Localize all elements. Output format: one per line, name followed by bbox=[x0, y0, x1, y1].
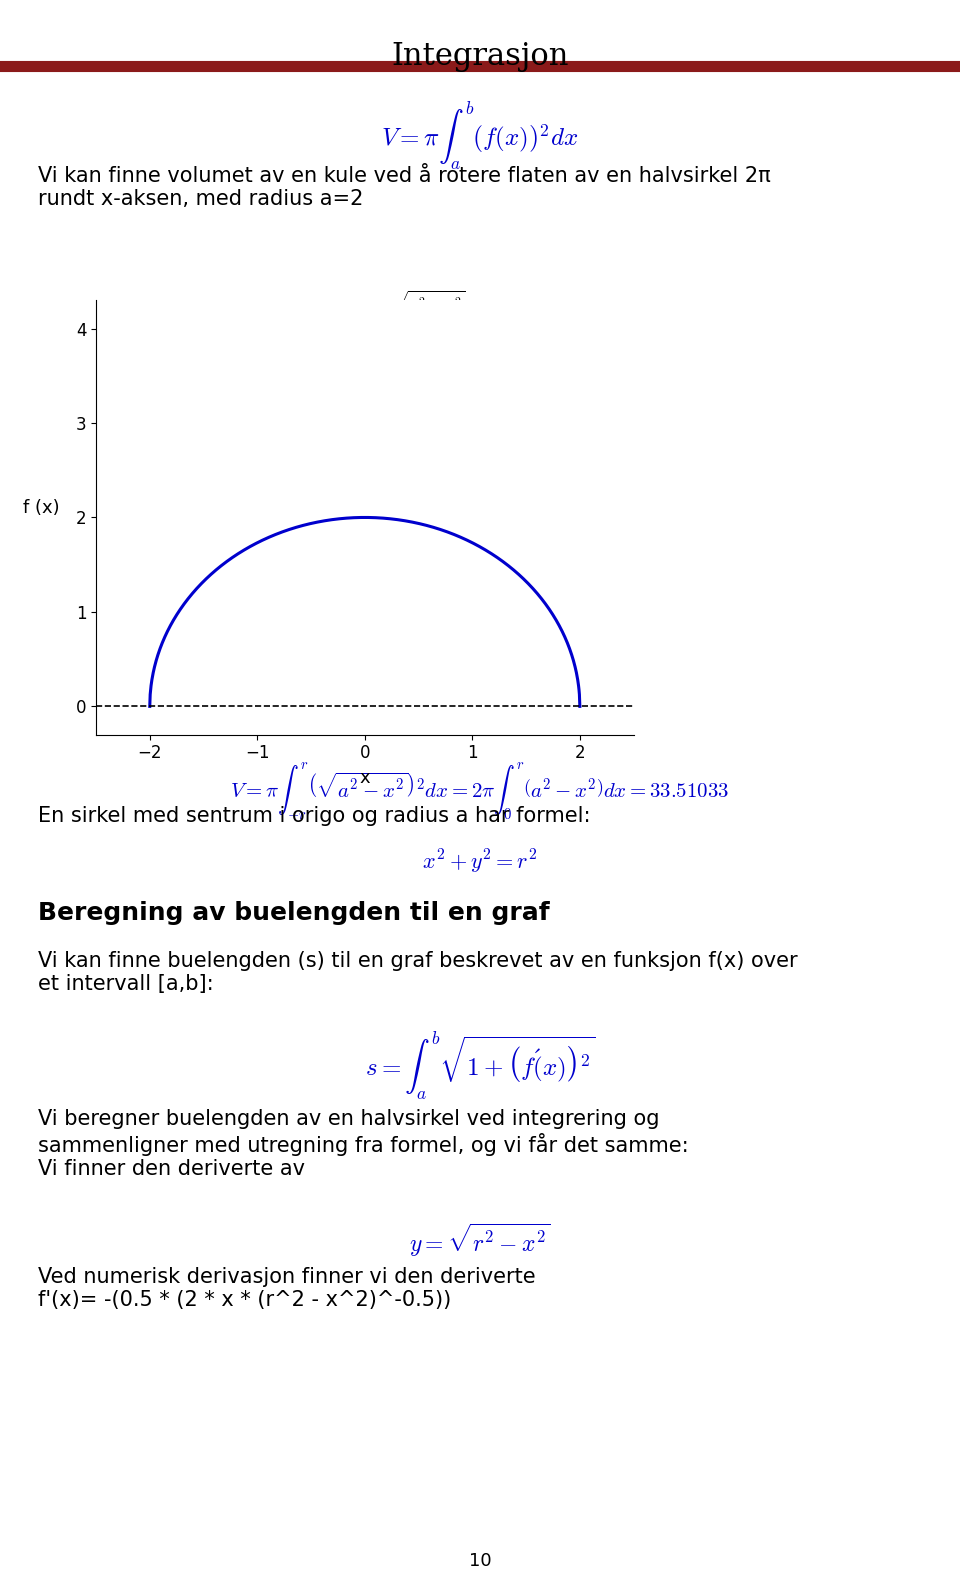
Text: $s = \int_a^b \sqrt{1 + \left(f\'(x)\right)^2}$: $s = \int_a^b \sqrt{1 + \left(f\'(x)\rig… bbox=[365, 1030, 595, 1103]
Text: Vi beregner buelengden av en halvsirkel ved integrering og
sammenligner med utre: Vi beregner buelengden av en halvsirkel … bbox=[38, 1109, 689, 1179]
Text: Beregning av buelengden til en graf: Beregning av buelengden til en graf bbox=[38, 901, 550, 924]
Text: $y = \sqrt{r^2 - x^2}$: $y = \sqrt{r^2 - x^2}$ bbox=[365, 288, 466, 316]
Text: $V = \pi \int_{-r}^{r} \left(\sqrt{a^2 - x^2}\right)^2 dx = 2\pi \int_0^r \left(: $V = \pi \int_{-r}^{r} \left(\sqrt{a^2 -… bbox=[230, 760, 730, 822]
Text: Ved numerisk derivasjon finner vi den deriverte
f'(x)= -(0.5 * (2 * x * (r^2 - x: Ved numerisk derivasjon finner vi den de… bbox=[38, 1267, 536, 1310]
Text: $y = \sqrt{r^2 - x^2}$: $y = \sqrt{r^2 - x^2}$ bbox=[409, 1221, 551, 1259]
Text: 10: 10 bbox=[468, 1552, 492, 1569]
Text: $x^2 + y^2 = r^2$: $x^2 + y^2 = r^2$ bbox=[422, 848, 538, 877]
Y-axis label: f (x): f (x) bbox=[23, 499, 60, 517]
Text: Integrasjon: Integrasjon bbox=[392, 41, 568, 73]
Text: $V = \pi \int_a^b \left(f(x)\right)^2 dx$: $V = \pi \int_a^b \left(f(x)\right)^2 dx… bbox=[381, 100, 579, 172]
Text: En sirkel med sentrum i origo og radius a har formel:: En sirkel med sentrum i origo og radius … bbox=[38, 806, 591, 826]
X-axis label: x: x bbox=[359, 769, 371, 787]
Text: Vi kan finne volumet av en kule ved å rotere flaten av en halvsirkel 2π
rundt x-: Vi kan finne volumet av en kule ved å ro… bbox=[38, 166, 771, 209]
Text: Vi kan finne buelengden (s) til en graf beskrevet av en funksjon f(x) over
et in: Vi kan finne buelengden (s) til en graf … bbox=[38, 951, 798, 994]
